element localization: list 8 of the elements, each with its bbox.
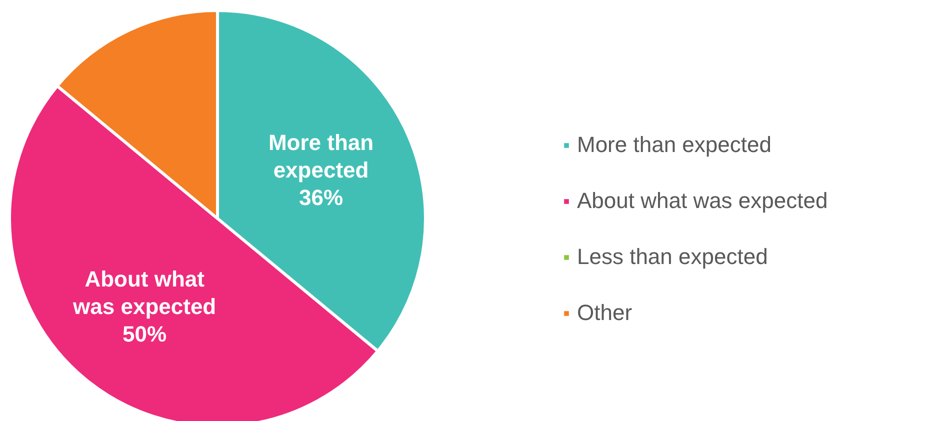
legend-label: More than expected [577,132,772,158]
legend-label: About what was expected [577,188,828,214]
slice-label: About what was expected [72,266,216,320]
data-label: 36% [298,184,344,210]
legend-label: Less than expected [577,244,768,270]
legend-label: Other [577,300,632,326]
data-label: 50% [122,322,167,347]
slice-label: More than expected [268,130,374,182]
